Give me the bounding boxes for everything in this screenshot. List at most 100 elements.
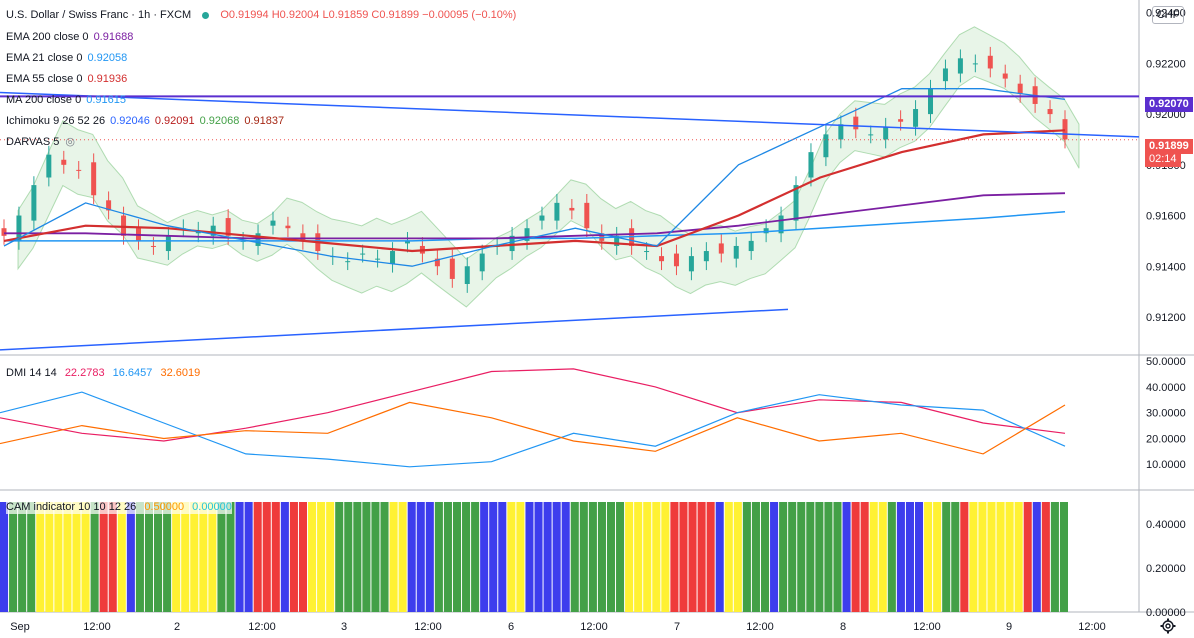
cam-bar xyxy=(597,502,606,612)
cam-bar xyxy=(1059,502,1068,612)
candle-body xyxy=(1047,109,1053,115)
cam-bar xyxy=(525,502,534,612)
dmi-label: DMI 14 14 xyxy=(6,367,57,379)
candle-body xyxy=(703,251,709,262)
cam-bar xyxy=(353,502,362,612)
indicator-value: 0.91936 xyxy=(87,73,128,85)
cam-bar xyxy=(326,502,335,612)
cam-bar xyxy=(914,502,924,612)
cam-bar xyxy=(751,502,760,612)
cam-bar xyxy=(688,502,697,612)
currency-button[interactable]: CHF xyxy=(1152,6,1184,24)
cam-bar xyxy=(443,502,452,612)
cam-bar xyxy=(887,502,896,612)
cam-bar xyxy=(280,502,289,612)
line-price-badge: 0.92070 xyxy=(1145,97,1193,112)
cam-bar xyxy=(362,502,371,612)
cam-tick-label: 0.40000 xyxy=(1146,519,1186,531)
cam-bar xyxy=(588,502,597,612)
cam-bar xyxy=(869,502,878,612)
settings-gear-icon[interactable] xyxy=(1160,618,1176,634)
cam-bar xyxy=(72,502,81,612)
indicator-legend-row: EMA 21 close 0 0.92058 xyxy=(6,51,127,65)
cam-legend: CAM indicator 10 10 12 26 0.50000 0.0000… xyxy=(6,500,232,514)
indicator-label: Ichimoku 9 26 52 26 xyxy=(6,115,106,127)
cam-bar xyxy=(489,502,498,612)
cam-bar xyxy=(1050,502,1059,612)
cam-bar xyxy=(99,502,108,612)
dmi-series-line xyxy=(0,401,1066,455)
dmi-tick-label: 30.0000 xyxy=(1146,408,1186,420)
cam-bar xyxy=(896,502,905,612)
cam-bar xyxy=(190,502,199,612)
candle-body xyxy=(404,240,410,244)
dmi-tick-label: 40.0000 xyxy=(1146,382,1186,394)
candle-body xyxy=(1017,83,1023,94)
cam-tick-label: 0.20000 xyxy=(1146,563,1186,575)
candle-body xyxy=(375,258,381,260)
cam-bar xyxy=(534,502,543,612)
candle-body xyxy=(898,119,904,122)
candle-body xyxy=(61,159,67,165)
candle-body xyxy=(46,154,52,178)
cam-bar xyxy=(724,502,733,612)
cam-bar xyxy=(942,502,951,612)
indicator-value: 0.91837 xyxy=(244,115,285,127)
indicator-value: 0.92058 xyxy=(87,52,128,64)
cam-tick-label: 0.00000 xyxy=(1146,607,1186,619)
ma200-line xyxy=(4,210,1066,242)
candle-body xyxy=(360,253,366,255)
candle-body xyxy=(1002,73,1008,79)
cam-bar xyxy=(308,502,317,612)
cam-bar xyxy=(996,502,1005,612)
cam-bar xyxy=(244,502,253,612)
time-tick-label: 7 xyxy=(674,621,680,633)
candle-body xyxy=(808,152,814,178)
candle-body xyxy=(883,126,889,140)
cam-bar xyxy=(262,502,271,612)
countdown-badge: 02:14 xyxy=(1145,152,1181,167)
indicator-legend-row: Ichimoku 9 26 52 26 0.92046 0.92091 0.92068… xyxy=(6,114,284,128)
candle-body xyxy=(449,258,455,279)
cam-bar xyxy=(452,502,462,612)
cam-value-2: 0.00000 xyxy=(192,501,232,513)
indicator-value: 0.92068 xyxy=(199,115,240,127)
candle-body xyxy=(539,215,545,221)
cam-bar xyxy=(579,502,588,612)
cam-bar xyxy=(833,502,842,612)
time-tick-label: 12:00 xyxy=(580,621,608,633)
cam-bar xyxy=(815,502,824,612)
candle-body xyxy=(285,225,291,229)
candle-body xyxy=(225,218,231,236)
candle-body xyxy=(300,233,306,241)
hidden-eye-icon[interactable]: ◎ xyxy=(65,136,76,148)
cam-bar xyxy=(842,502,851,612)
cam-bar xyxy=(570,502,579,612)
indicator-legend-row: DARVAS 5 ◎ xyxy=(6,135,75,149)
trend-line-lower xyxy=(0,308,789,351)
cam-bar xyxy=(253,502,262,612)
cam-bar xyxy=(715,502,724,612)
time-tick-label: 8 xyxy=(840,621,846,633)
cam-bar xyxy=(434,502,443,612)
candle-body xyxy=(270,220,276,226)
price-tick-label: 0.91400 xyxy=(1146,261,1186,273)
cam-bar xyxy=(697,502,706,612)
cam-bar xyxy=(625,502,634,612)
cam-bar xyxy=(226,502,235,612)
candle-body xyxy=(838,124,844,140)
cam-bar xyxy=(742,502,751,612)
candle-body xyxy=(509,235,515,252)
cam-bar xyxy=(480,502,489,612)
candle-body xyxy=(165,235,171,252)
cam-bar xyxy=(760,502,770,612)
candle-body xyxy=(584,202,590,229)
cam-bar xyxy=(181,502,190,612)
cam-bar xyxy=(661,502,670,612)
cam-bar xyxy=(199,502,208,612)
cam-bar xyxy=(1041,502,1050,612)
candle-body xyxy=(748,240,754,252)
cam-bar xyxy=(507,502,516,612)
price-tick-label: 0.92000 xyxy=(1146,109,1186,121)
